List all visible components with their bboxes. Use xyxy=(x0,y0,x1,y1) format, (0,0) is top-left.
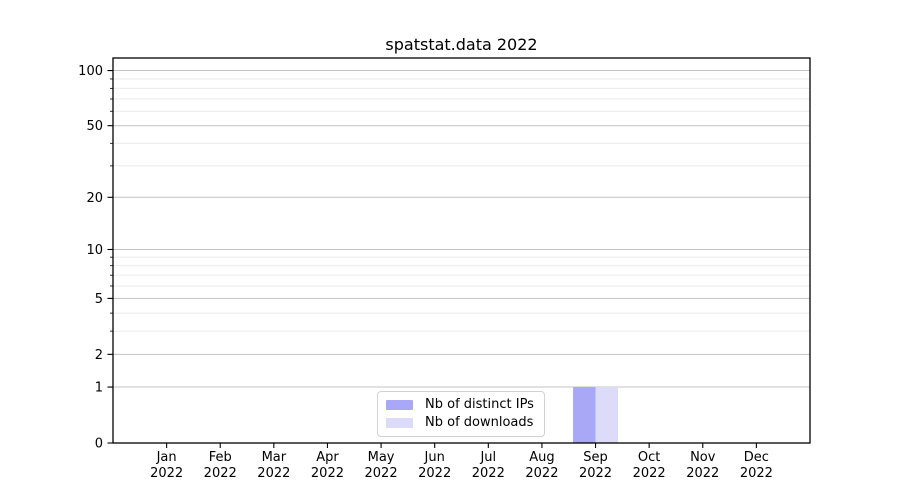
x-tick-label-year: 2022 xyxy=(150,466,183,481)
legend-label-distinct-ips: Nb of distinct IPs xyxy=(425,397,534,412)
y-tick-label: 20 xyxy=(86,191,103,206)
legend-label-downloads: Nb of downloads xyxy=(425,415,534,430)
legend: Nb of distinct IPs Nb of downloads xyxy=(377,391,545,437)
x-tick-label-year: 2022 xyxy=(204,466,237,481)
x-tick-label-year: 2022 xyxy=(257,466,290,481)
y-tick-label: 50 xyxy=(86,119,103,134)
legend-swatch-distinct-ips xyxy=(386,400,413,410)
x-tick-label-month: Dec xyxy=(744,450,769,465)
x-tick-label-month: Jun xyxy=(424,450,445,465)
x-tick-label-month: Nov xyxy=(690,450,716,465)
x-tick-label-year: 2022 xyxy=(525,466,558,481)
y-tick-label: 5 xyxy=(95,292,103,307)
x-tick-label-month: Aug xyxy=(529,450,554,465)
bar-sep-s1 xyxy=(595,387,619,443)
x-tick-label-month: May xyxy=(368,450,395,465)
x-tick-label-year: 2022 xyxy=(579,466,612,481)
y-tick-label: 2 xyxy=(95,348,103,363)
x-tick-label-year: 2022 xyxy=(633,466,666,481)
x-tick-label-year: 2022 xyxy=(472,466,505,481)
y-tick-label: 0 xyxy=(95,437,103,452)
x-tick-label-month: Apr xyxy=(316,450,339,465)
x-tick-label-month: Jan xyxy=(156,450,177,465)
x-tick-label-year: 2022 xyxy=(740,466,773,481)
legend-item-downloads: Nb of downloads xyxy=(386,415,534,431)
bar-sep-s0 xyxy=(573,387,596,443)
x-tick-label-year: 2022 xyxy=(311,466,344,481)
x-tick-label-month: Jul xyxy=(479,450,496,465)
x-tick-label-month: Sep xyxy=(583,450,608,465)
x-tick-label-month: Mar xyxy=(262,450,287,465)
x-tick-label-year: 2022 xyxy=(418,466,451,481)
axes-spines xyxy=(112,57,811,444)
legend-item-distinct-ips: Nb of distinct IPs xyxy=(386,397,534,413)
y-tick-label: 10 xyxy=(86,243,103,258)
x-tick-label-year: 2022 xyxy=(686,466,719,481)
y-tick-label: 100 xyxy=(78,64,103,79)
x-tick-label-month: Oct xyxy=(638,450,660,465)
legend-swatch-downloads xyxy=(386,418,413,428)
chart-title: spatstat.data 2022 xyxy=(385,35,538,54)
x-tick-label-year: 2022 xyxy=(365,466,398,481)
x-tick-label-month: Feb xyxy=(209,450,232,465)
y-tick-label: 1 xyxy=(95,381,103,396)
